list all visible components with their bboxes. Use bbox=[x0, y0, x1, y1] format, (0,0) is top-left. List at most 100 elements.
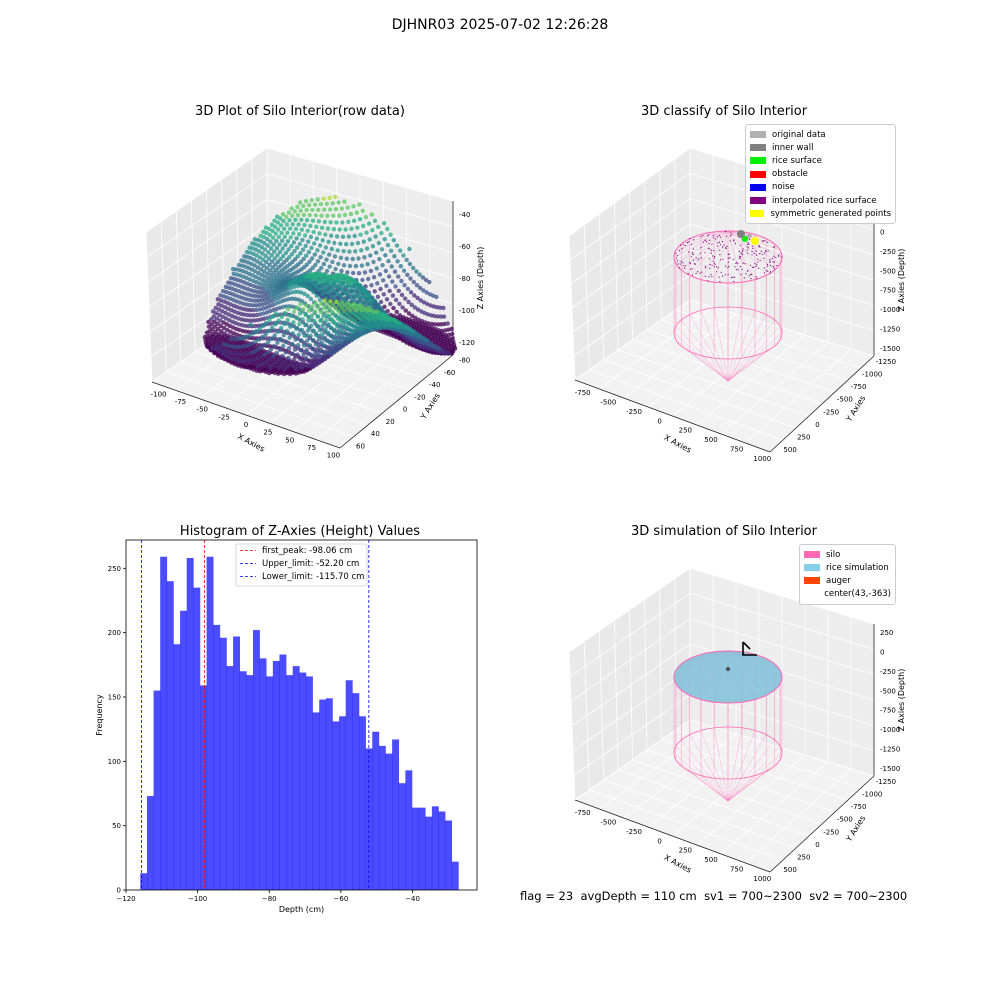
data-point bbox=[297, 322, 301, 326]
data-point bbox=[344, 242, 348, 246]
interpolated-point bbox=[756, 264, 757, 265]
data-point bbox=[303, 323, 307, 327]
histogram-bar bbox=[339, 716, 346, 890]
histogram-bar bbox=[266, 676, 273, 890]
y-tick-label: -40 bbox=[429, 381, 440, 389]
interpolated-point bbox=[732, 277, 733, 278]
legend-entry: interpolated rice surface bbox=[750, 194, 891, 207]
interpolated-point bbox=[733, 239, 734, 240]
interpolated-point bbox=[752, 246, 753, 247]
data-point bbox=[325, 310, 329, 314]
data-point bbox=[314, 213, 318, 217]
interpolated-point bbox=[719, 281, 720, 282]
histogram-bar bbox=[286, 675, 293, 890]
interpolated-point bbox=[772, 258, 773, 259]
data-point bbox=[323, 232, 327, 236]
data-point bbox=[399, 264, 403, 268]
y-tick-label: -500 bbox=[837, 396, 853, 404]
data-point bbox=[401, 253, 405, 257]
interpolated-point bbox=[774, 268, 775, 269]
data-point bbox=[366, 306, 370, 310]
data-point bbox=[284, 340, 288, 344]
data-point bbox=[268, 240, 272, 244]
data-point bbox=[360, 263, 364, 267]
interpolated-point bbox=[707, 235, 708, 236]
data-point bbox=[283, 243, 287, 247]
interpolated-point bbox=[754, 253, 755, 254]
status-avg-depth: avgDepth = 110 cm bbox=[580, 889, 696, 903]
z-tick-label: -120 bbox=[459, 339, 475, 347]
histogram-bar bbox=[399, 783, 406, 890]
data-point bbox=[386, 243, 390, 247]
data-point bbox=[450, 332, 454, 336]
data-point bbox=[427, 280, 431, 284]
y-tick-label: -1000 bbox=[862, 370, 882, 378]
data-point bbox=[381, 278, 385, 282]
data-point bbox=[274, 239, 278, 243]
data-point bbox=[316, 305, 320, 309]
data-point bbox=[326, 283, 330, 287]
data-point bbox=[308, 287, 312, 291]
data-point bbox=[271, 354, 275, 358]
data-point bbox=[405, 273, 409, 277]
data-point bbox=[409, 290, 413, 294]
data-point bbox=[286, 318, 290, 322]
interpolated-point bbox=[747, 253, 748, 254]
legend-label: Upper_limit: -52.20 cm bbox=[262, 559, 359, 569]
y-tick-label: 50 bbox=[112, 822, 121, 830]
status-sv2: sv2 = 700~2300 bbox=[809, 889, 907, 903]
data-point bbox=[402, 269, 406, 273]
x-tick-label: -100 bbox=[151, 390, 167, 398]
data-point bbox=[325, 302, 329, 306]
data-point bbox=[301, 204, 305, 208]
data-point bbox=[328, 220, 332, 224]
data-point bbox=[273, 333, 277, 337]
data-point bbox=[285, 231, 289, 235]
data-point bbox=[346, 205, 350, 209]
x-tick-label: 500 bbox=[704, 856, 717, 864]
data-point bbox=[295, 246, 299, 250]
data-point bbox=[353, 234, 357, 238]
interpolated-point bbox=[714, 266, 715, 267]
z-axis-label: Z Axies (Depth) bbox=[476, 247, 485, 310]
data-point bbox=[323, 287, 327, 291]
data-point bbox=[292, 357, 296, 361]
interpolated-point bbox=[744, 263, 745, 264]
data-point bbox=[373, 289, 377, 293]
x-axis-label: X Axies bbox=[236, 432, 266, 454]
interpolated-point bbox=[774, 262, 775, 263]
interpolated-point bbox=[750, 265, 751, 266]
data-point bbox=[315, 294, 319, 298]
interpolated-point bbox=[689, 262, 690, 263]
data-point bbox=[206, 345, 210, 349]
data-point bbox=[352, 219, 356, 223]
data-point bbox=[434, 295, 438, 299]
data-point bbox=[281, 219, 285, 223]
data-point bbox=[392, 254, 396, 258]
data-point bbox=[391, 306, 395, 310]
data-point bbox=[306, 318, 310, 322]
data-point bbox=[264, 321, 268, 325]
data-point bbox=[274, 360, 278, 364]
interpolated-point bbox=[730, 240, 731, 241]
x-tick-label: -750 bbox=[575, 389, 591, 397]
histogram-bar bbox=[452, 862, 459, 890]
data-point bbox=[305, 348, 309, 352]
data-point bbox=[301, 352, 305, 356]
data-point bbox=[321, 250, 325, 254]
x-tick-label: -75 bbox=[175, 398, 186, 406]
interpolated-point bbox=[741, 274, 742, 275]
interpolated-point bbox=[698, 260, 699, 261]
interpolated-point bbox=[773, 266, 774, 267]
data-point bbox=[287, 346, 291, 350]
data-point bbox=[369, 283, 373, 287]
data-point bbox=[320, 341, 324, 345]
x-tick-label: −100 bbox=[188, 895, 207, 903]
y-tick-label: -250 bbox=[823, 408, 839, 416]
data-point bbox=[278, 337, 282, 341]
simulation-axes: -750-500-25002505007501000-1250-1000-750… bbox=[569, 568, 906, 883]
data-point bbox=[356, 256, 360, 260]
data-point bbox=[292, 364, 296, 368]
data-point bbox=[343, 213, 347, 217]
data-point bbox=[326, 226, 330, 230]
